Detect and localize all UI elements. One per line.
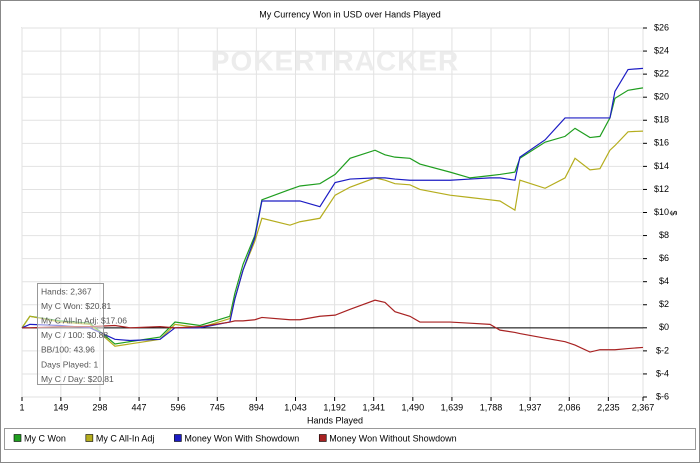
y-tick-label: $8 [659,230,669,240]
tooltip-text: Days Played: 1 [41,359,98,369]
legend-swatch [174,434,182,442]
watermark: POKERTRACKER [211,45,459,76]
y-tick-label: $12 [654,184,669,194]
legend-swatch [318,434,327,442]
tooltip-text: My C Won: $20.81 [41,301,112,311]
series-line [21,67,644,342]
x-tick-label: 745 [210,402,225,412]
x-tick-label: 1,341 [362,402,385,412]
y-tick-label: $0 [659,322,669,332]
y-tick-label: $14 [654,161,669,171]
legend-label: My C All-In Adj [96,433,155,443]
legend-label: Money Won Without Showdown [329,433,456,443]
x-tick-label: 1,043 [284,402,307,412]
x-tick-label: 1 [19,402,24,412]
y-tick-label: $24 [654,45,669,55]
tooltip-text: My C / 100: $0.88 [41,330,108,340]
tooltip-text: My C All-In Adj: $17.06 [41,315,127,325]
legend-swatch [85,434,94,442]
tooltip-text: My C / Day: $20.81 [41,374,114,384]
x-tick-label: 1,788 [480,402,503,412]
tooltip-box [37,283,104,385]
x-tick-label: 1,639 [441,402,464,412]
chart-title: My Currency Won in USD over Hands Played [259,9,440,19]
legend-swatch [13,434,22,442]
series-line [21,87,644,345]
y-tick-label: $10 [654,207,669,217]
x-tick-label: 149 [53,402,68,412]
tooltip-text: Hands: 2,367 [41,286,92,296]
x-tick-label: 1,937 [519,402,542,412]
tooltip-text: BB/100: 43.96 [41,345,95,355]
x-tick-label: 298 [92,402,107,412]
x-tick-label: 894 [249,402,264,412]
y-tick-label: $26 [654,22,669,32]
x-tick-label: 2,086 [558,402,581,412]
legend-label: Money Won With Showdown [184,433,299,443]
y-tick-label: $18 [654,115,669,125]
y-tick-label: $-6 [656,391,669,401]
legend-box [4,428,696,450]
x-tick-label: 1,192 [323,402,346,412]
y-axis-title: $ [669,210,679,215]
y-tick-label: $16 [654,138,669,148]
series-line [22,299,644,353]
legend-label: My C Won [24,433,66,443]
y-tick-label: $4 [659,276,669,286]
y-tick-label: $-2 [656,345,669,355]
x-tick-label: 447 [132,402,147,412]
y-tick-label: $-4 [656,368,669,378]
x-tick-label: 2,367 [632,402,655,412]
x-tick-label: 2,235 [597,402,620,412]
y-tick-label: $2 [659,299,669,309]
x-axis-title: Hands Played [307,415,363,425]
x-tick-label: 596 [171,402,186,412]
x-tick-label: 1,490 [402,402,425,412]
y-tick-label: $22 [654,69,669,79]
y-tick-label: $6 [659,253,669,263]
y-tick-label: $20 [654,92,669,102]
